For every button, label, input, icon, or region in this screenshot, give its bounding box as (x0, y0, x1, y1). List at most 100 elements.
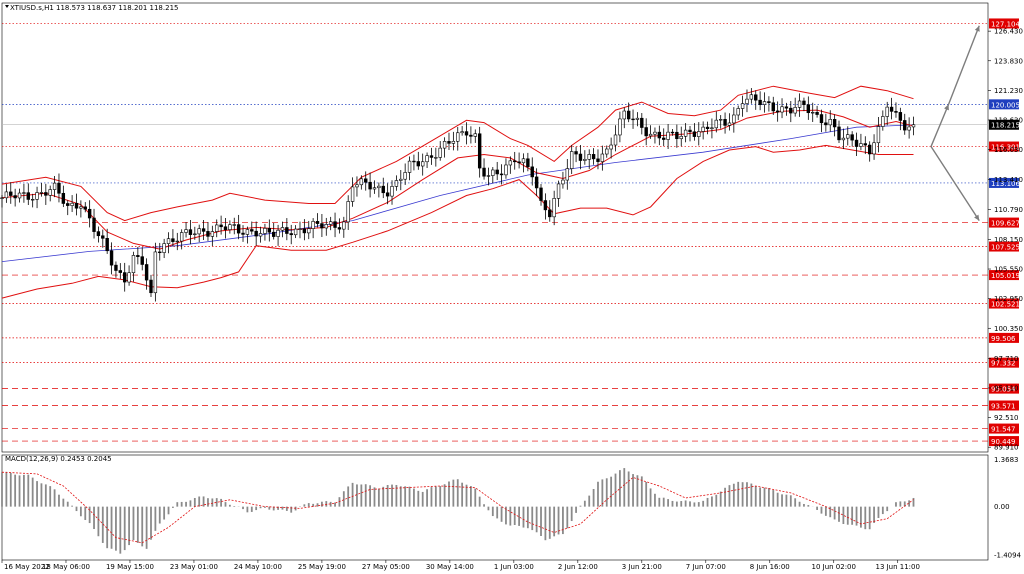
candle-body (109, 250, 114, 266)
level-tag-label: 127.104 (991, 20, 1020, 28)
x-tick-label: 24 May 10:00 (234, 563, 282, 571)
candle-body (626, 110, 631, 120)
candle-body (464, 131, 469, 136)
candle-body (863, 143, 867, 146)
candle-body (644, 127, 648, 137)
level-tag-label: 99.506 (991, 335, 1016, 343)
forecast-arrowhead (944, 104, 949, 111)
level-tag (989, 99, 1019, 110)
candle-body (22, 192, 26, 194)
candle-body (149, 279, 153, 294)
candle-body (657, 131, 662, 139)
forecast-arrowhead (974, 214, 980, 221)
x-tick-label: 25 May 19:00 (298, 563, 346, 571)
candle-body (285, 227, 289, 234)
candle-body (841, 137, 846, 141)
level-tag-label: 113.106 (991, 180, 1020, 188)
candle-body (850, 134, 854, 141)
candle-body (797, 100, 802, 108)
candle-body (609, 144, 613, 150)
candle-body (44, 192, 48, 196)
candle-body (451, 140, 456, 144)
y-tick-label: 92.510 (994, 414, 1019, 422)
candle-body (806, 104, 811, 114)
candle-body (548, 209, 552, 218)
level-tag (989, 270, 1019, 281)
candle-body (355, 184, 359, 188)
candle-body (775, 110, 780, 113)
level-tag-label: 93.571 (991, 403, 1016, 411)
candle-body (193, 233, 197, 235)
x-tick-label: 16 May 2022 (4, 563, 50, 571)
candle-body (381, 185, 385, 194)
candle-body (324, 224, 328, 229)
candle-body (504, 164, 508, 176)
candle-body (258, 233, 263, 237)
candle-body (578, 153, 583, 161)
level-tag-label: 109.627 (991, 220, 1020, 228)
candle-body (491, 169, 495, 176)
candle-body (48, 189, 52, 196)
candle-body (271, 231, 276, 237)
candle-body (307, 228, 311, 234)
candle-body (0, 197, 4, 199)
candle-body (561, 179, 565, 185)
x-tick-label: 30 May 14:00 (426, 563, 474, 571)
level-tag-label: 120.005 (991, 101, 1020, 109)
candle-body (236, 224, 241, 234)
candle-body (434, 157, 438, 159)
candle-body (162, 243, 166, 253)
level-tag (989, 217, 1019, 228)
candle-body (337, 227, 342, 230)
candle-body (486, 175, 491, 177)
candle-body (215, 224, 219, 232)
level-tag (989, 400, 1019, 411)
forecast-arrow (930, 104, 950, 147)
candle-body (197, 228, 201, 235)
candle-body (52, 182, 57, 190)
level-tag (989, 298, 1019, 309)
candle-body (175, 240, 179, 243)
candle-body (802, 100, 806, 105)
candle-body (591, 154, 596, 160)
candle-body (675, 131, 679, 140)
candle-body (412, 160, 416, 163)
forecast-arrow (930, 146, 980, 221)
x-tick-label: 23 May 01:00 (170, 563, 218, 571)
candle-body (499, 173, 504, 176)
candle-body (206, 231, 210, 237)
level-tag (989, 383, 1019, 394)
forecast-arrow (947, 25, 980, 105)
candle-body (377, 185, 381, 189)
candle-body (144, 264, 149, 281)
candle-body (359, 178, 364, 186)
x-tick-label: 13 Jun 11:00 (875, 563, 919, 571)
candle-body (605, 148, 609, 155)
candle-body (745, 98, 749, 104)
candle-body (276, 229, 280, 237)
level-tag (989, 18, 1019, 29)
forecast-arrowhead (974, 25, 980, 32)
candle-body (328, 221, 333, 225)
candle-body (495, 169, 499, 175)
candle-body (714, 119, 719, 129)
candle-body (263, 228, 267, 234)
candle-body (898, 112, 903, 121)
candle-body (188, 229, 193, 235)
level-tag-label: 107.525 (991, 244, 1020, 252)
candle-body (250, 229, 254, 232)
y-tick-label: 95.110 (994, 384, 1019, 392)
candle-body (701, 126, 705, 132)
candle-body (749, 94, 754, 100)
candle-body (350, 186, 355, 202)
candle-body (74, 202, 79, 209)
candle-body (158, 251, 162, 254)
level-tag (989, 423, 1019, 434)
candle-body (889, 106, 894, 112)
x-tick-label: 8 Jun 16:00 (750, 563, 790, 571)
price-panel (1, 2, 989, 453)
level-tag-label: 95.054 (991, 386, 1016, 394)
candle-body (153, 251, 158, 294)
macd-title: MACD(12,26,9) 0.2453 0.2045 (5, 455, 112, 463)
